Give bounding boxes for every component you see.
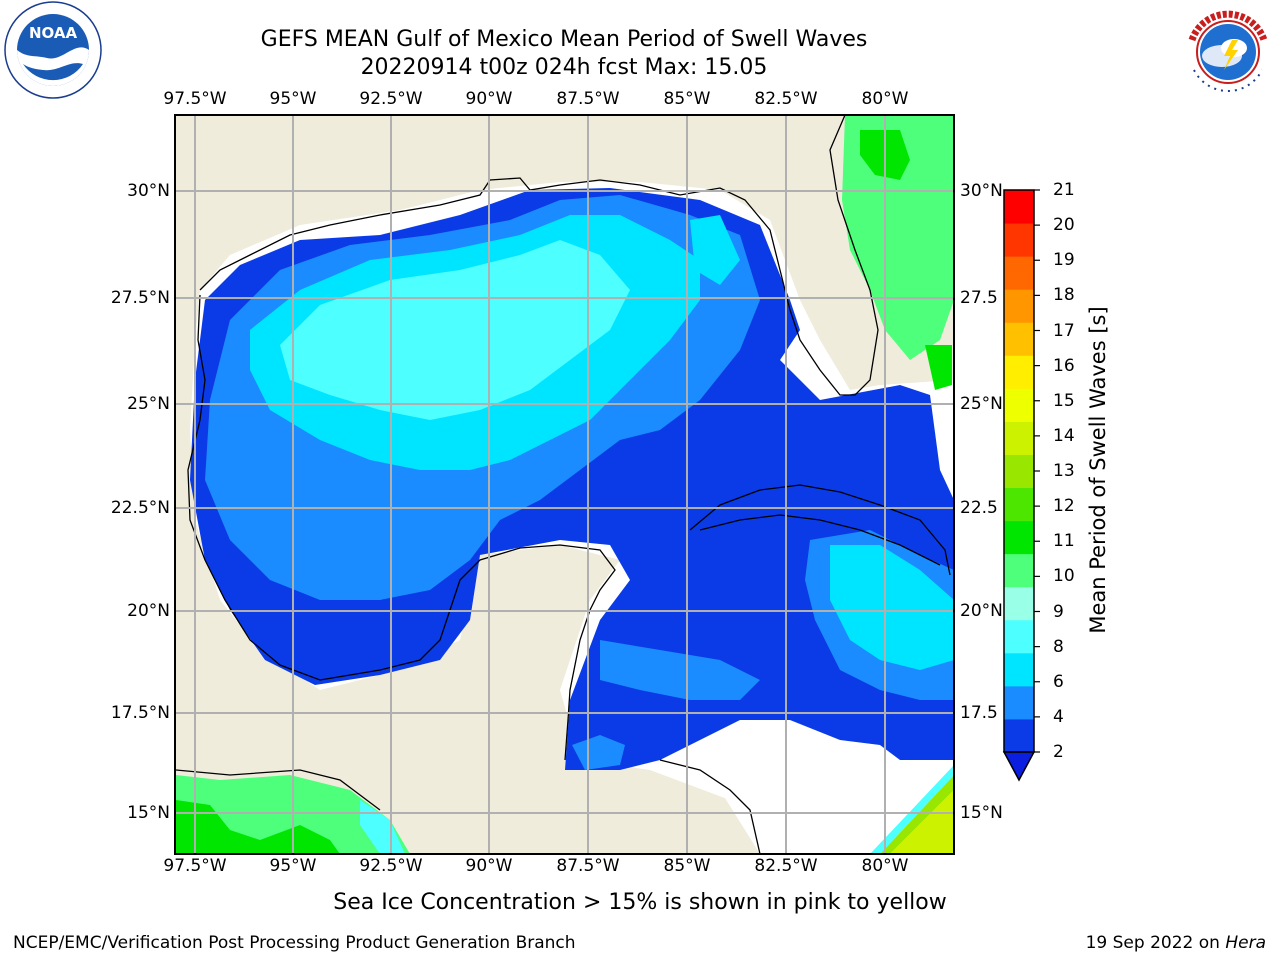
noaa-logo: NOAA [4,1,102,99]
lat-label: 15°N [127,803,170,823]
colorbar-tick-label: 9 [1053,601,1064,622]
lon-label: 92.5°W [359,89,423,109]
sea-ice-note-text: Sea Ice Concentration > 15% is shown in … [333,890,947,915]
colorbar-segment [1004,652,1034,687]
colorbar-tick-label: 2 [1053,742,1064,762]
lat-label: 27.5°N [110,288,170,308]
colorbar-tick-label: 6 [1053,671,1064,692]
colorbar [1002,189,1040,782]
colorbar-segment [1004,388,1034,422]
lat-label: 15°N [960,803,1003,823]
lon-label: 82.5°W [754,856,818,876]
lat-label: 22.5 [960,498,998,518]
lon-label: 85°W [663,89,711,109]
colorbar-segment [1004,619,1034,654]
sea-ice-note: Sea Ice Concentration > 15% is shown in … [0,890,1280,915]
colorbar-tick-label: 11 [1053,531,1075,552]
colorbar-segment [1004,355,1034,389]
colorbar-segment [1004,190,1034,224]
colorbar-tick-label: 15 [1053,390,1075,411]
lon-label: 95°W [269,89,317,109]
lat-label: 25°N [960,394,1003,414]
colorbar-tick-label: 18 [1053,285,1075,306]
footer-date-text: 19 Sep 2022 on [1085,933,1226,953]
colorbar-segment [1004,289,1034,323]
lon-label: 80°W [861,856,909,876]
colorbar-segment [1004,454,1034,489]
colorbar-segment [1004,421,1034,455]
lon-label: 97.5°W [163,89,227,109]
lon-label: 85°W [663,856,711,876]
colorbar-tick-label: 12 [1053,496,1075,517]
lat-label: 20°N [960,601,1003,621]
colorbar-tick-label: 19 [1053,250,1075,271]
footer-date: 19 Sep 2022 on Hera [1086,933,1266,953]
lat-label: 20°N [127,601,170,621]
colorbar-segment [1004,685,1034,720]
colorbar-tick-label: 21 [1053,180,1075,200]
colorbar-tick-label: 4 [1053,706,1064,727]
colorbar-tick-label: 8 [1053,636,1064,657]
colorbar-segment [1004,487,1034,522]
lat-label: 30°N [127,181,170,201]
colorbar-segment [1004,586,1034,621]
lon-label: 87.5°W [556,856,620,876]
map-frame [174,114,955,855]
colorbar-tick-label: 14 [1053,425,1075,446]
footer-machine: Hera [1225,933,1266,953]
colorbar-segment [1004,322,1034,356]
graticule [176,115,954,854]
lat-label: 17.5 [960,703,998,723]
swell-band-6-8-caribbean [830,545,954,670]
colorbar-tick-label: 17 [1053,320,1075,341]
chart-title: GEFS MEAN Gulf of Mexico Mean Period of … [260,27,868,52]
lat-label: 17.5°N [110,703,170,723]
colorbar-segment [1004,718,1034,753]
lat-label: 25°N [127,394,170,414]
swell-band-10-11-bahamas [925,345,952,390]
lon-label: 90°W [465,89,513,109]
nws-logo [1179,1,1277,99]
lon-label: 82.5°W [754,89,818,109]
lon-label: 80°W [861,89,909,109]
swell-band-8-9 [280,240,630,420]
colorbar-segment [1004,223,1034,257]
svg-text:NOAA: NOAA [29,24,78,42]
swell-band-4-6-honduras [572,735,625,770]
colorbar-label: Mean Period of Swell Waves [s] [1086,306,1110,634]
chart-subtitle: 20220914 t00z 024h fcst Max: 15.05 [360,55,768,80]
lon-label: 97.5°W [163,856,227,876]
swell-band-6-8-atlantic-south [870,765,954,854]
lon-label: 92.5°W [359,856,423,876]
coastlines [176,115,951,854]
colorbar-segment [1004,520,1034,555]
lat-label: 27.5 [960,288,998,308]
colorbar-segment [1004,256,1034,290]
swell-band-4-6-south [600,640,760,700]
lon-label: 95°W [269,856,317,876]
lon-label: 87.5°W [556,89,620,109]
colorbar-tick-label: 10 [1053,566,1075,587]
colorbar-tick-label: 16 [1053,355,1075,376]
footer-credit: NCEP/EMC/Verification Post Processing Pr… [13,933,576,953]
colorbar-tick-label: 13 [1053,461,1075,481]
lat-label: 22.5°N [110,498,170,518]
lat-label: 30°N [960,181,1003,201]
swell-band-10-11-pacific [176,800,340,854]
colorbar-extend-arrow [1002,751,1036,782]
swell-band-6-8-east [690,215,740,285]
lon-label: 90°W [465,856,513,876]
colorbar-tick-label: 20 [1053,215,1075,236]
colorbar-segment [1004,553,1034,588]
